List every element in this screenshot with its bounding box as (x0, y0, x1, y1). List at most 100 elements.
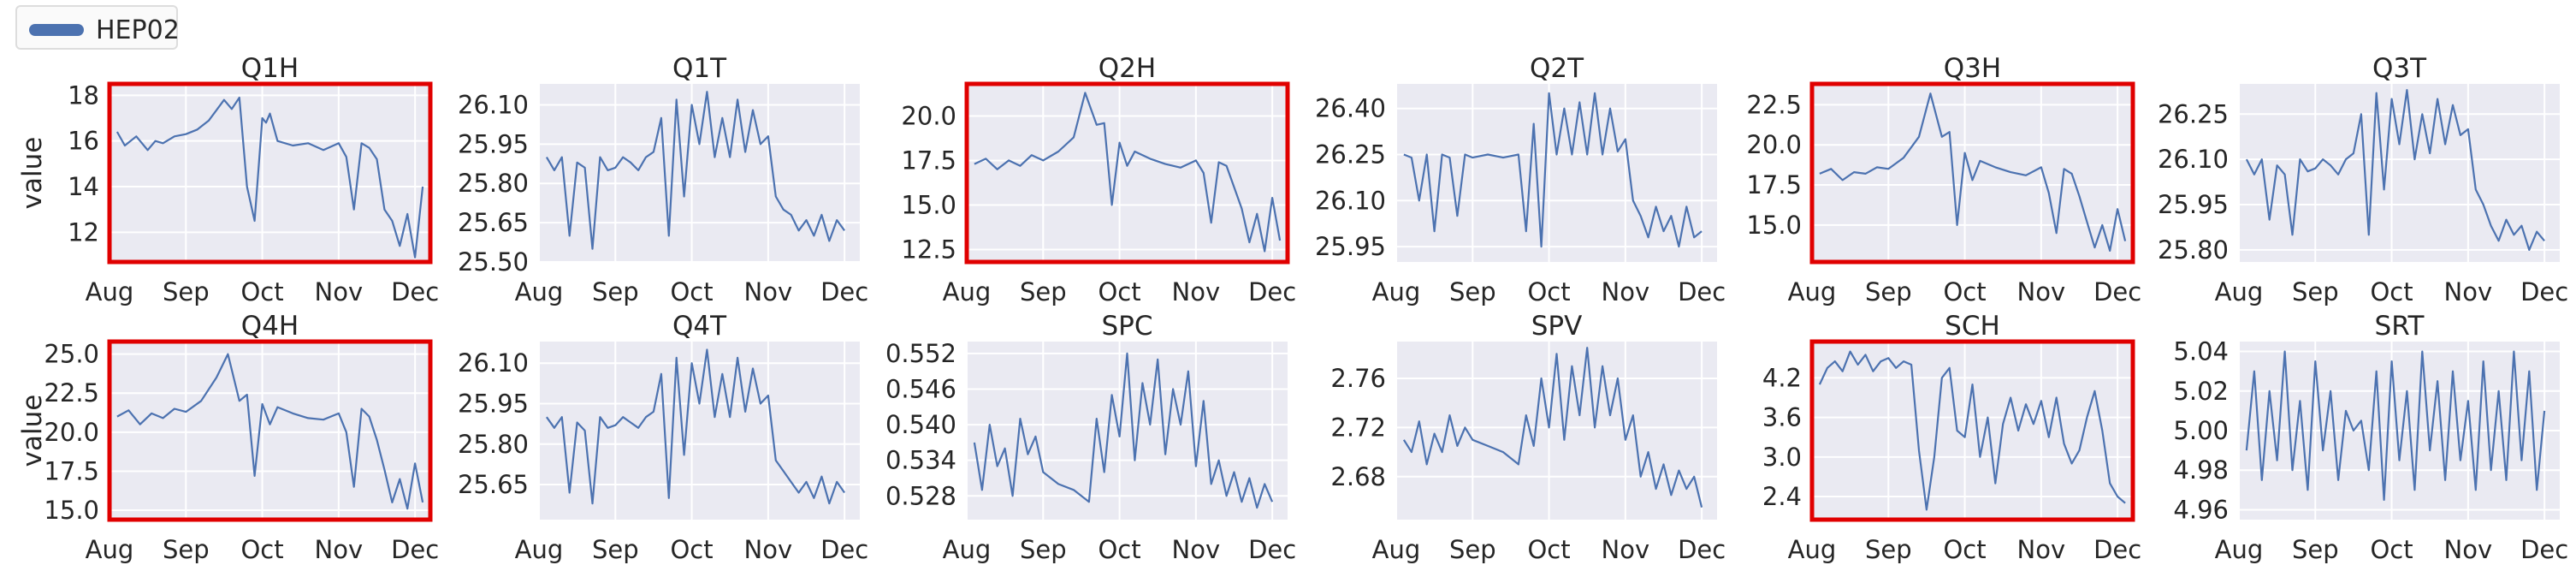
spc-title: SPC (1101, 311, 1152, 342)
q3h-series-line (1819, 92, 2127, 252)
q4t-xtick-label: Nov (744, 535, 793, 564)
q1t-xtick-label: Oct (670, 277, 713, 306)
spc-ytick-label: 0.528 (885, 481, 956, 510)
spv-title: SPV (1531, 311, 1583, 342)
q3t-xtick-label: Nov (2444, 277, 2493, 306)
q1h-ytick-label: 14 (68, 172, 99, 201)
q1h-xtick-label: Oct (240, 277, 283, 306)
subplot-q1t: 25.50 25.65 25.80 25.95 26.10 Aug Sep Oct Nov Dec… (458, 53, 868, 306)
spv-xtick-label: Dec (1678, 535, 1726, 564)
spc-ytick-label: 0.552 (885, 339, 956, 368)
srt-ytick-label: 4.96 (2173, 495, 2229, 524)
spv-ytick-label: 2.76 (1330, 364, 1386, 393)
spv-xtick-label: Aug (1372, 535, 1421, 564)
subplot-q1h: 12 14 16 18 Aug Sep Oct Nov Dec Q1H value (17, 53, 439, 306)
q2h-xtick-label: Aug (943, 277, 992, 306)
sch-xtick-label: Sep (1865, 535, 1912, 564)
srt-ytick-label: 5.04 (2173, 337, 2229, 366)
q3h-ytick-label: 17.5 (1746, 170, 1802, 199)
q1t-ytick-label: 25.95 (458, 129, 529, 158)
srt-plot-area (2239, 342, 2560, 520)
subplot-q2h: 12.5 15.0 17.5 20.0 Aug Sep Oct Nov Dec Q2H (901, 53, 1296, 306)
q3h-xtick-label: Aug (1788, 277, 1837, 306)
subplot-sch: 2.4 3.0 3.6 4.2 Aug Sep Oct Nov Dec SCH (1762, 311, 2141, 564)
sch-ytick-label: 4.2 (1762, 363, 1802, 392)
q1t-xtick-label: Aug (515, 277, 564, 306)
q4t-xtick-label: Aug (515, 535, 564, 564)
spv-xtick-label: Oct (1527, 535, 1570, 564)
q4h-series-line (116, 353, 424, 510)
spv-plot-area (1396, 342, 1717, 520)
q3t-xtick-label: Dec (2520, 277, 2568, 306)
q1h-ylabel: value (17, 137, 48, 210)
q3h-xtick-label: Nov (2017, 277, 2066, 306)
q4t-xtick-label: Dec (820, 535, 868, 564)
q3t-plot-area (2239, 84, 2560, 262)
q1h-plot-area (110, 84, 430, 262)
q4h-ytick-label: 17.5 (44, 456, 99, 485)
q1t-ytick-label: 25.50 (458, 247, 529, 277)
spc-xtick-label: Nov (1172, 535, 1221, 564)
srt-ytick-label: 4.98 (2173, 455, 2229, 485)
spc-plot-area (967, 342, 1288, 520)
q1h-ytick-label: 12 (68, 217, 99, 247)
srt-xtick-label: Oct (2370, 535, 2413, 564)
q2h-ytick-label: 15.0 (901, 190, 956, 219)
q4h-xtick-label: Sep (163, 535, 210, 564)
legend-label: HEP02 (96, 15, 180, 45)
q4h-ytick-label: 25.0 (44, 340, 99, 369)
spc-ytick-label: 0.540 (885, 410, 956, 439)
q3h-title: Q3H (1944, 53, 2001, 84)
q1t-ytick-label: 26.10 (458, 90, 529, 119)
q3t-title: Q3T (2372, 53, 2427, 84)
srt-series-line (2245, 350, 2546, 502)
q3t-ytick-label: 26.25 (2158, 99, 2229, 128)
q4h-plot-area (110, 342, 430, 520)
spc-xtick-label: Aug (943, 535, 992, 564)
q4h-ytick-label: 15.0 (44, 496, 99, 525)
spv-xtick-label: Sep (1449, 535, 1496, 564)
spv-xtick-label: Nov (1602, 535, 1650, 564)
q2t-plot-area (1396, 84, 1717, 262)
q4t-title: Q4T (672, 311, 727, 342)
q1t-series-line (545, 91, 845, 250)
subplot-spc: 0.528 0.534 0.540 0.546 0.552 Aug Sep Oct Nov Dec… (885, 311, 1296, 564)
q3h-xtick-label: Oct (1943, 277, 1986, 306)
sch-xtick-label: Dec (2093, 535, 2141, 564)
q4h-xtick-label: Aug (86, 535, 134, 564)
sch-ytick-label: 3.0 (1762, 443, 1802, 472)
q2t-ytick-label: 26.25 (1315, 140, 1386, 169)
subplot-q2t: 25.95 26.10 26.25 26.40 Aug Sep Oct Nov Dec Q2T (1315, 53, 1726, 306)
q2t-xtick-label: Oct (1527, 277, 1570, 306)
q3h-ytick-label: 22.5 (1746, 90, 1802, 119)
q1t-plot-area (539, 84, 860, 262)
q1t-xtick-label: Dec (820, 277, 868, 306)
q2h-highlight-frame (964, 81, 1290, 265)
q2h-xtick-label: Nov (1172, 277, 1221, 306)
q2h-xtick-label: Oct (1098, 277, 1140, 306)
q1h-title: Q1H (241, 53, 299, 84)
subplot-q4t: 25.65 25.80 25.95 26.10 Aug Sep Oct Nov Dec Q4T (458, 311, 868, 564)
q4t-plot-area (539, 342, 860, 520)
srt-ytick-label: 5.02 (2173, 377, 2229, 406)
spc-xtick-label: Sep (1020, 535, 1067, 564)
sch-ytick-label: 3.6 (1762, 403, 1802, 432)
q1t-ytick-label: 25.80 (458, 169, 529, 198)
q3t-ytick-label: 25.80 (2158, 235, 2229, 265)
spv-ytick-label: 2.68 (1330, 462, 1386, 491)
srt-xtick-label: Aug (2215, 535, 2264, 564)
q1h-xtick-label: Nov (315, 277, 364, 306)
q4t-ytick-label: 26.10 (458, 348, 529, 378)
q4h-ytick-label: 22.5 (44, 378, 99, 407)
q3h-highlight-frame (1809, 81, 2135, 265)
q3t-xtick-label: Aug (2215, 277, 2264, 306)
q1t-title: Q1T (672, 53, 727, 84)
spc-ytick-label: 0.546 (885, 374, 956, 403)
q4h-highlight-frame (107, 339, 433, 522)
q1t-ytick-label: 25.65 (458, 208, 529, 237)
q3t-series-line (2245, 88, 2545, 251)
q4h-title: Q4H (241, 311, 299, 342)
legend-swatch (29, 24, 84, 36)
subplot-q4h: 15.0 17.5 20.0 22.5 25.0 Aug Sep Oct Nov Dec Q4H va… (17, 311, 439, 564)
